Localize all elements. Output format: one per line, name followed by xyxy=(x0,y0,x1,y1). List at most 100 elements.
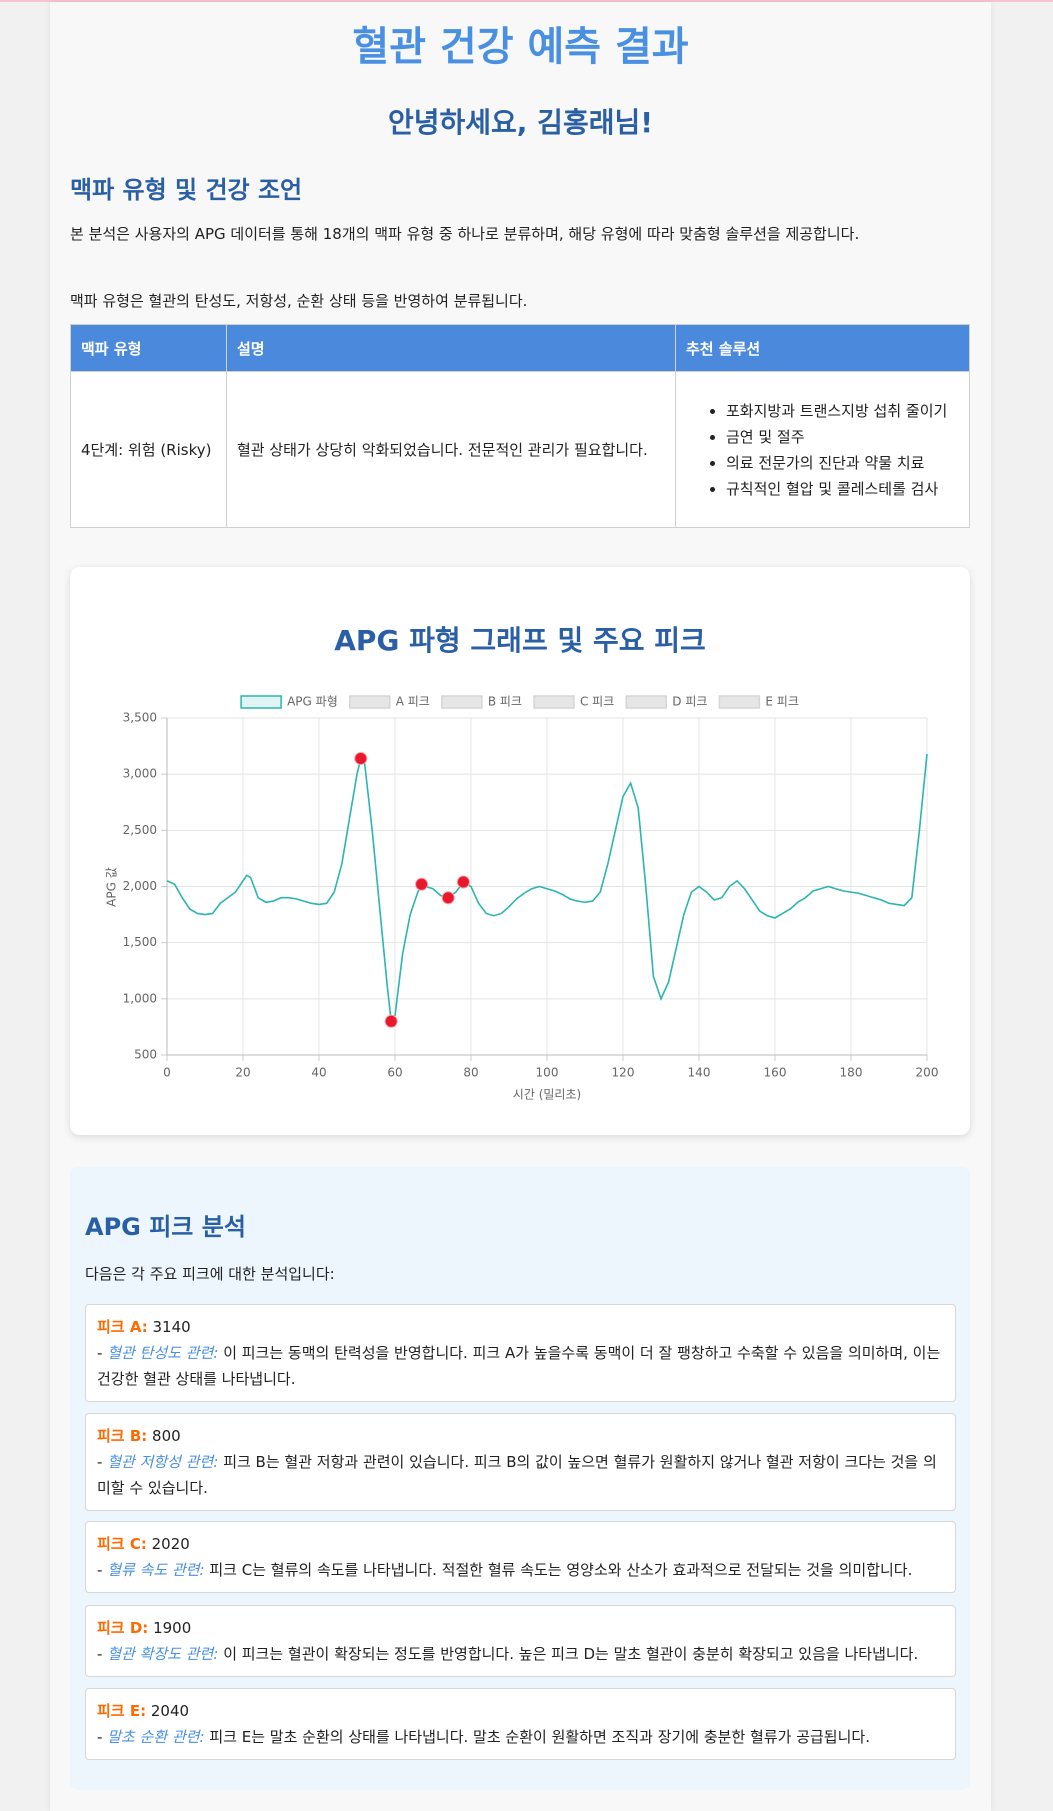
peak-label: 피크 E: xyxy=(97,1702,147,1720)
peak-desc: - 혈관 확장도 관련: 이 피크는 혈관이 확장되는 정도를 반영합니다. 높… xyxy=(97,1641,944,1667)
x-tick-label: 200 xyxy=(916,1066,939,1080)
top-border xyxy=(0,0,1053,2)
y-tick-label: 3,500 xyxy=(123,711,157,725)
y-tick-label: 1,000 xyxy=(123,991,157,1005)
x-tick-label: 140 xyxy=(688,1066,711,1080)
x-tick-label: 100 xyxy=(536,1066,559,1080)
peak-value: 2040 xyxy=(150,1702,190,1720)
legend-swatch xyxy=(240,695,282,709)
y-tick-label: 2,000 xyxy=(123,879,157,893)
page-title: 혈관 건강 예측 결과 xyxy=(352,24,689,70)
type-table: 맥파 유형 설명 추천 솔루션 4단계: 위험 (Risky) 혈관 상태가 상… xyxy=(70,324,970,528)
y-tick-label: 500 xyxy=(134,1048,157,1062)
peak-point xyxy=(384,1014,398,1028)
table-cell: 포화지방과 트랜스지방 섭취 줄이기 금연 및 절주 의료 전문가의 진단과 약… xyxy=(675,371,970,528)
peak-prefix: - xyxy=(97,1344,103,1362)
peak-point xyxy=(441,891,455,905)
legend-swatch xyxy=(348,695,391,709)
peak-box: 피크 C: 2020- 혈류 속도 관련: 피크 C는 혈류의 속도를 나타냅니… xyxy=(85,1521,956,1593)
solution-item: 금연 및 절주 xyxy=(726,424,959,450)
peak-label: 피크 D: xyxy=(97,1619,149,1637)
paragraph: 다음은 각 주요 피크에 대한 분석입니다: xyxy=(85,1265,335,1283)
peak-prefix: - xyxy=(97,1728,103,1746)
y-tick-label: 3,000 xyxy=(123,767,157,781)
container: 혈관 건강 예측 결과 안녕하세요, 김홍래님! 맥파 유형 및 건강 조언 본… xyxy=(50,2,991,1811)
legend-label: D 피크 xyxy=(672,695,707,709)
chart-card: APG 파형 그래프 및 주요 피크 시간 (밀리초) APG 값 500 1,0… xyxy=(70,567,970,1135)
peak-category: 혈류 속도 관련: xyxy=(107,1561,205,1579)
section-heading: APG 피크 분석 xyxy=(85,1213,246,1241)
x-tick-label: 180 xyxy=(840,1066,863,1080)
legend-label: E 피크 xyxy=(765,695,798,709)
peak-label: 피크 B: xyxy=(97,1427,148,1445)
paragraph: 맥파 유형은 혈관의 탄성도, 저항성, 순환 상태 등을 반영하여 분류됩니다… xyxy=(70,292,528,310)
legend-label: B 피크 xyxy=(488,695,522,709)
peak-box: 피크 A: 3140- 혈관 탄성도 관련: 이 피크는 동맥의 탄력성을 반영… xyxy=(85,1304,956,1402)
peak-value: 800 xyxy=(152,1427,181,1445)
peak-desc: - 말초 순환 관련: 피크 E는 말초 순환의 상태를 나타냅니다. 말초 순… xyxy=(97,1724,944,1750)
peak-category: 혈관 저항성 관련: xyxy=(107,1453,219,1471)
peak-line: 피크 D: 1900 xyxy=(97,1615,944,1641)
x-tick-label: 40 xyxy=(311,1066,326,1080)
peak-text: 피크 E는 말초 순환의 상태를 나타냅니다. 말초 순환이 원활하면 조직과 … xyxy=(209,1728,870,1746)
peak-desc: - 혈관 저항성 관련: 피크 B는 혈관 저항과 관련이 있습니다. 피크 B… xyxy=(97,1449,944,1501)
x-tick-label: 0 xyxy=(163,1066,171,1080)
chart-title: APG 파형 그래프 및 주요 피크 xyxy=(334,624,706,657)
x-tick-label: 160 xyxy=(764,1066,787,1080)
peak-box: 피크 E: 2040- 말초 순환 관련: 피크 E는 말초 순환의 상태를 나… xyxy=(85,1688,956,1760)
peak-category: 혈관 확장도 관련: xyxy=(107,1645,219,1663)
solution-item: 규칙적인 혈압 및 콜레스테롤 검사 xyxy=(726,476,959,502)
peak-desc: - 혈관 탄성도 관련: 이 피크는 동맥의 탄력성을 반영합니다. 피크 A가… xyxy=(97,1340,944,1392)
legend-label: A 피크 xyxy=(396,695,430,709)
x-tick-label: 20 xyxy=(235,1066,250,1080)
section-heading: 맥파 유형 및 건강 조언 xyxy=(70,176,303,204)
paragraph: 본 분석은 사용자의 APG 데이터를 통해 18개의 맥파 유형 중 하나로 … xyxy=(70,225,860,243)
peak-line: 피크 A: 3140 xyxy=(97,1314,944,1340)
peak-analysis: APG 피크 분석 다음은 각 주요 피크에 대한 분석입니다: 피크 A: 3… xyxy=(70,1167,970,1790)
legend-swatch xyxy=(718,695,761,709)
greeting: 안녕하세요, 김홍래님! xyxy=(388,106,653,139)
y-axis-label: APG 값 xyxy=(105,867,119,907)
x-tick-label: 80 xyxy=(463,1066,478,1080)
legend-label: C 피크 xyxy=(580,695,614,709)
peak-box: 피크 D: 1900- 혈관 확장도 관련: 이 피크는 혈관이 확장되는 정도… xyxy=(85,1605,956,1677)
legend-label: APG 파형 xyxy=(287,695,338,709)
x-axis-label: 시간 (밀리초) xyxy=(513,1088,581,1102)
peak-text: 이 피크는 동맥의 탄력성을 반영합니다. 피크 A가 높을수록 동맥이 더 잘… xyxy=(97,1344,941,1388)
table-cell: 4단계: 위험 (Risky) xyxy=(70,371,227,528)
solution-item: 포화지방과 트랜스지방 섭취 줄이기 xyxy=(726,398,959,424)
peak-category: 말초 순환 관련: xyxy=(107,1728,205,1746)
legend-swatch xyxy=(625,695,668,709)
peak-box: 피크 B: 800- 혈관 저항성 관련: 피크 B는 혈관 저항과 관련이 있… xyxy=(85,1413,956,1511)
solution-list: 포화지방과 트랜스지방 섭취 줄이기 금연 및 절주 의료 전문가의 진단과 약… xyxy=(686,398,959,502)
peak-category: 혈관 탄성도 관련: xyxy=(107,1344,219,1362)
peak-prefix: - xyxy=(97,1453,103,1471)
line-series xyxy=(166,753,928,1024)
peak-point xyxy=(354,751,368,765)
x-tick-label: 120 xyxy=(612,1066,635,1080)
y-tick-label: 2,500 xyxy=(123,823,157,837)
peak-prefix: - xyxy=(97,1645,103,1663)
peak-label: 피크 A: xyxy=(97,1318,148,1336)
table-header: 설명 xyxy=(226,324,676,372)
table-header: 추천 솔루션 xyxy=(675,324,970,372)
peak-prefix: - xyxy=(97,1561,103,1579)
peak-text: 이 피크는 혈관이 확장되는 정도를 반영합니다. 높은 피크 D는 말초 혈관… xyxy=(223,1645,919,1663)
peak-point xyxy=(456,875,470,889)
table-cell: 혈관 상태가 상당히 악화되었습니다. 전문적인 관리가 필요합니다. xyxy=(226,371,676,528)
legend-swatch xyxy=(533,695,575,709)
peak-label: 피크 C: xyxy=(97,1535,147,1553)
peak-value: 3140 xyxy=(152,1318,191,1336)
peak-line: 피크 E: 2040 xyxy=(97,1698,944,1724)
chart: APG 파형 그래프 및 주요 피크 시간 (밀리초) APG 값 500 1,0… xyxy=(105,624,939,1102)
peak-line: 피크 C: 2020 xyxy=(97,1531,944,1557)
table-header: 맥파 유형 xyxy=(70,324,227,372)
peak-value: 1900 xyxy=(153,1619,192,1637)
peak-text: 피크 B는 혈관 저항과 관련이 있습니다. 피크 B의 값이 높으면 혈류가 … xyxy=(97,1453,937,1497)
x-tick-label: 60 xyxy=(387,1066,402,1080)
solution-item: 의료 전문가의 진단과 약물 치료 xyxy=(726,450,959,476)
peak-text: 피크 C는 혈류의 속도를 나타냅니다. 적절한 혈류 속도는 영양소와 산소가… xyxy=(209,1561,913,1579)
peak-desc: - 혈류 속도 관련: 피크 C는 혈류의 속도를 나타냅니다. 적절한 혈류 … xyxy=(97,1557,944,1583)
peak-line: 피크 B: 800 xyxy=(97,1423,944,1449)
